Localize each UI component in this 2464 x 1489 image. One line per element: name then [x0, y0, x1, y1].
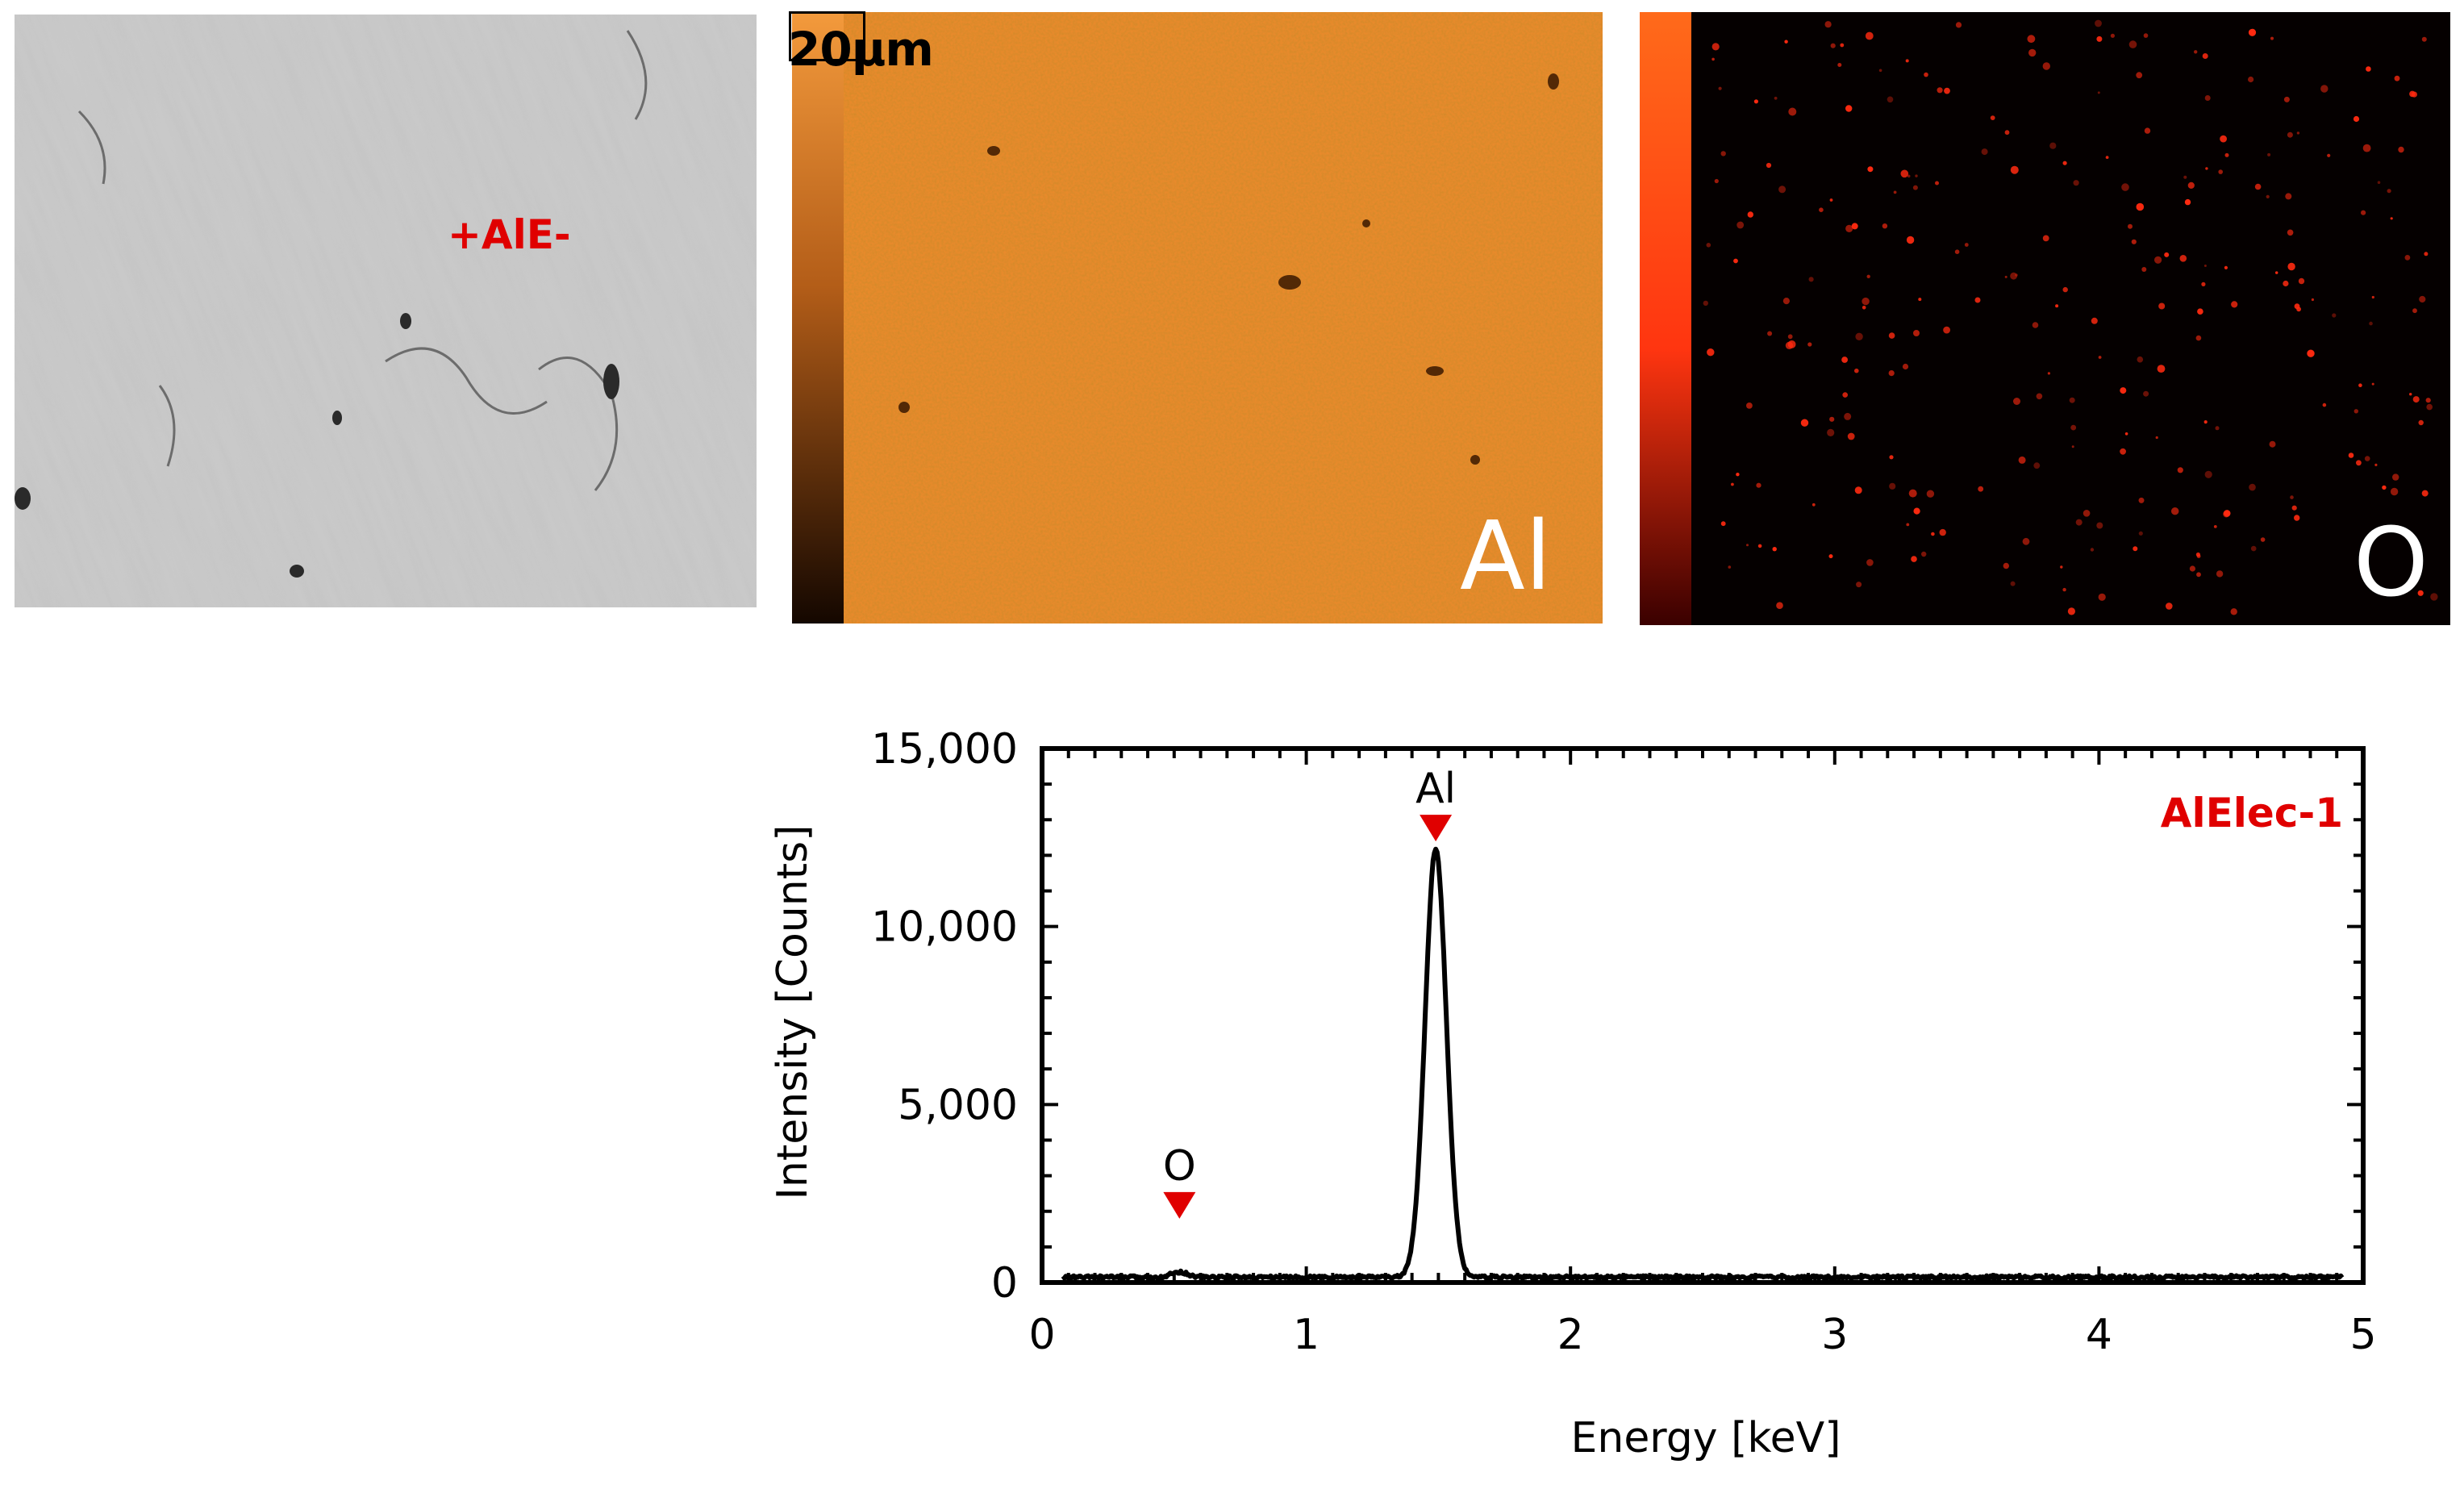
peak-label-o: O [1163, 1142, 1196, 1191]
x-tick-label: 0 [1028, 1311, 1055, 1359]
o-element-map [1640, 12, 2450, 625]
series-label: AlElec-1 [2161, 790, 2343, 836]
al-colorbar [792, 12, 844, 624]
x-tick-label: 5 [2349, 1311, 2376, 1359]
peak-marker-o [1163, 1191, 1196, 1219]
plot-frame [1040, 746, 2366, 1285]
al-element-map [792, 12, 1603, 624]
chart-axes [1040, 746, 2366, 1285]
al-map-element-label: Al [1460, 500, 1552, 611]
scale-bar-label: 20μm [788, 22, 934, 77]
y-tick-label: 15,000 [871, 725, 1018, 774]
y-tick-label: 5,000 [898, 1081, 1018, 1129]
o-colorbar [1640, 12, 1691, 625]
peak-label-al: Al [1415, 765, 1456, 813]
x-tick-label: 4 [2086, 1311, 2112, 1359]
peak-marker-al [1420, 815, 1453, 842]
sem-micrograph [15, 15, 757, 607]
x-axis-label: Energy [keV] [1571, 1414, 1841, 1462]
y-tick-label: 10,000 [871, 903, 1018, 952]
y-tick-label: 0 [991, 1259, 1018, 1308]
x-tick-label: 1 [1293, 1311, 1320, 1359]
scale-bar-box [789, 11, 865, 61]
x-tick-label: 3 [1821, 1311, 1848, 1359]
spectrum-line [1061, 846, 2345, 1282]
o-map-element-label: O [2354, 507, 2429, 618]
sem-sample-label: +AlE- [448, 211, 571, 258]
y-axis-label: Intensity [Counts] [769, 825, 817, 1200]
x-tick-label: 2 [1557, 1311, 1584, 1359]
